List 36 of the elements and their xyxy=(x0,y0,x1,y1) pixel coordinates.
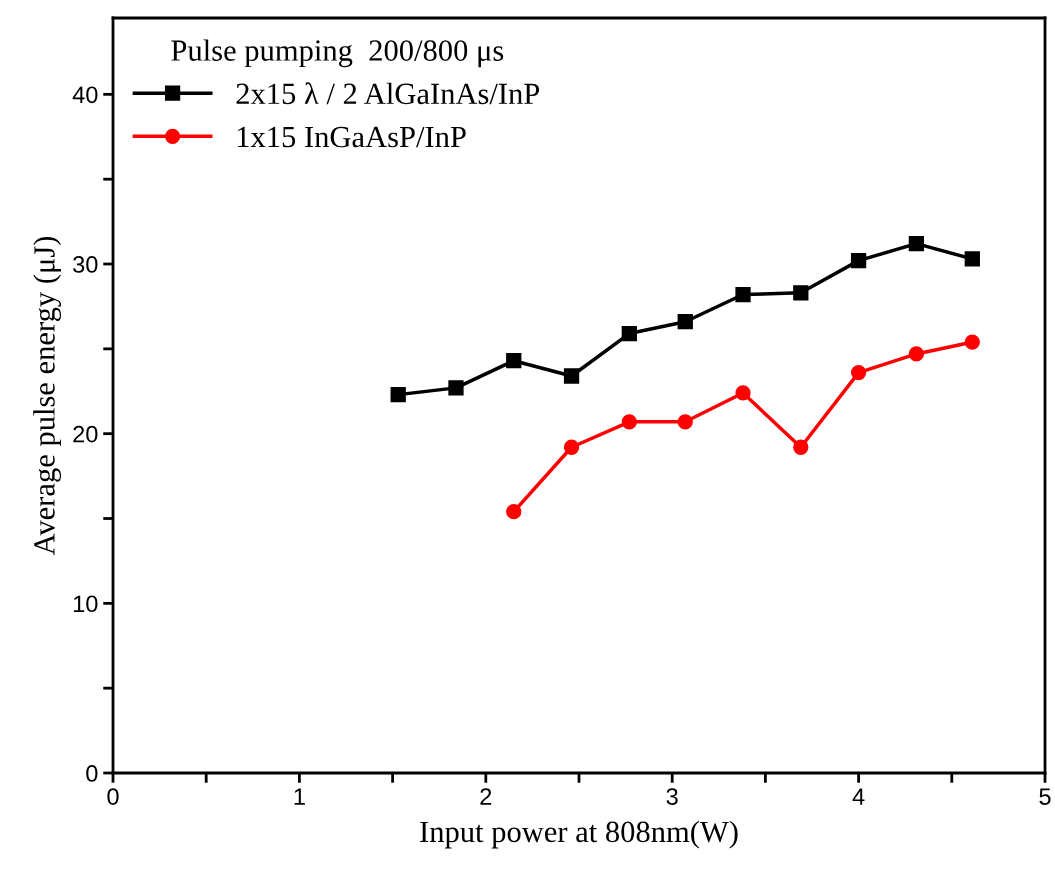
x-tick-label: 3 xyxy=(666,788,678,805)
y-tick-label: 0 xyxy=(86,765,98,782)
point xyxy=(390,387,406,403)
point xyxy=(964,251,980,267)
point xyxy=(850,364,867,381)
point xyxy=(448,380,464,396)
point xyxy=(621,325,637,342)
point xyxy=(793,439,809,455)
x-tick-label: 2 xyxy=(480,788,492,805)
y-tick-label: 40 xyxy=(72,86,98,104)
point xyxy=(506,504,522,520)
point xyxy=(621,414,637,430)
point xyxy=(964,334,980,350)
x-axis-title: Input power at 808nm(W) xyxy=(420,820,738,849)
point xyxy=(793,285,809,301)
x-tick-label: 1 xyxy=(294,788,305,805)
point xyxy=(563,368,580,384)
y-tick-label: 20 xyxy=(73,425,98,443)
point xyxy=(506,353,522,369)
point xyxy=(850,252,867,269)
point xyxy=(677,414,693,430)
point xyxy=(677,314,693,330)
legend-label: 2x15 λ / 2 AlGaInAs/InP xyxy=(236,82,540,105)
x-tick-label: 0 xyxy=(107,788,119,805)
point xyxy=(563,439,580,455)
x-tick-label: 5 xyxy=(1039,788,1051,805)
point xyxy=(908,236,925,252)
point xyxy=(735,385,751,401)
point xyxy=(908,346,925,362)
legend-title: Pulse pumping 200/800 μs xyxy=(171,39,504,68)
x-tick-label: 4 xyxy=(852,788,865,805)
point xyxy=(735,286,751,303)
y-tick-label: 30 xyxy=(73,256,98,273)
y-axis-title: Average pulse energy (μJ) xyxy=(33,236,62,556)
y-tick-label: 10 xyxy=(73,595,98,613)
legend-label: 1x15 InGaAsP/InP xyxy=(237,126,466,148)
